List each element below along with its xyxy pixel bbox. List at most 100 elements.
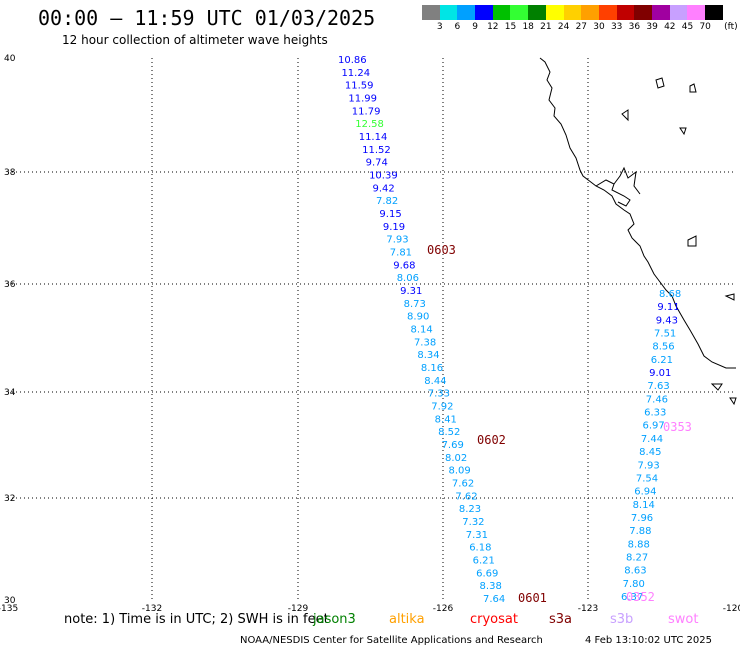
- axis-labels: 40 38 36 34 32 30-135 -132 -129 -126 -123 -120: [0, 54, 740, 614]
- colorbar-swatch: [687, 5, 705, 20]
- mission-s3a: s3a: [549, 612, 573, 627]
- swh-value: 7.44: [641, 434, 663, 445]
- swh-value: 7.32: [462, 517, 484, 528]
- swh-value: 10.86: [338, 55, 367, 66]
- colorbar-swatch: [705, 5, 723, 20]
- swh-value: 7.81: [390, 248, 412, 259]
- swh-value: 7.62: [452, 479, 474, 490]
- swh-value: 9.68: [393, 260, 415, 271]
- swh-value: 8.14: [633, 500, 655, 511]
- lon-label: -132: [142, 604, 162, 614]
- colorbar-swatch: [422, 5, 440, 20]
- lat-label: 36: [4, 280, 16, 290]
- swh-value: 8.02: [445, 453, 467, 464]
- swh-value: 7.46: [646, 394, 668, 405]
- colorbar-swatch: [669, 5, 688, 20]
- colorbar-tick-label: 12: [487, 22, 499, 32]
- swh-value: 6.21: [651, 355, 673, 366]
- swh-value: 11.79: [352, 106, 381, 117]
- colorbar-swatch: [581, 5, 599, 20]
- swh-value: 8.16: [421, 363, 443, 374]
- swh-value: 7.93: [386, 235, 408, 246]
- swh-value: 9.42: [373, 183, 395, 194]
- swh-value: 11.24: [341, 68, 370, 79]
- swh-value: 7.80: [623, 579, 645, 590]
- swh-value: 7.38: [414, 337, 436, 348]
- colorbar-swatch: [651, 5, 670, 20]
- swh-value: 8.27: [626, 552, 648, 563]
- time-tags: 0603 0602 0601 0353 0352: [427, 243, 692, 605]
- swh-value: 10.39: [369, 171, 398, 182]
- lat-label: 34: [4, 388, 16, 398]
- swh-value: 8.52: [438, 427, 460, 438]
- swh-value: 8.63: [624, 566, 646, 577]
- colorbar-tick-label: 21: [540, 22, 552, 32]
- sf-bay: [595, 179, 631, 207]
- swh-value: 8.73: [404, 299, 426, 310]
- credit-line: NOAA/NESDIS Center for Satellite Applica…: [240, 635, 543, 646]
- swh-value: 8.41: [435, 414, 457, 425]
- mission-swot: swot: [668, 612, 699, 627]
- colorbar-tick-label: 15: [504, 22, 517, 32]
- colorbar-swatch: [492, 5, 511, 20]
- lat-label: 38: [4, 168, 16, 178]
- swh-value: 7.64: [483, 594, 505, 605]
- colorbar-tick-label: 39: [646, 22, 658, 32]
- swh-value: 8.56: [652, 342, 674, 353]
- swh-value: 7.88: [629, 526, 651, 537]
- swh-value: 7.31: [466, 530, 488, 541]
- coastline: [539, 57, 737, 406]
- lake-6: [724, 293, 735, 301]
- swh-value: 12.58: [355, 119, 384, 130]
- swh-value: 6.33: [644, 408, 666, 419]
- colorbar-swatch: [616, 5, 635, 20]
- lat-lon-grid: [8, 58, 733, 600]
- swh-value: 8.45: [639, 447, 661, 458]
- colorbar-tick-label: 24: [557, 22, 570, 32]
- lake-2: [689, 83, 697, 93]
- swh-value: 8.34: [417, 350, 439, 361]
- colorbar-swatch: [457, 5, 476, 20]
- pass-time-tag: 0601: [518, 591, 547, 605]
- mission-jason3: jason3: [313, 612, 356, 627]
- lat-label: 40: [4, 54, 16, 64]
- colorbar-swatch: [634, 5, 652, 20]
- swh-value: 11.14: [359, 132, 388, 143]
- colorbar-swatch: [439, 5, 458, 20]
- lon-label: -120: [723, 604, 740, 614]
- swh-value: 7.51: [654, 329, 676, 340]
- swh-value: 8.38: [480, 581, 502, 592]
- swh-value: 11.52: [362, 145, 391, 156]
- colorbar-swatch: [598, 5, 617, 20]
- swh-value: 8.90: [407, 312, 429, 323]
- colorbar-swatch: [528, 5, 546, 20]
- lake-5: [687, 235, 697, 247]
- swh-value: 11.59: [345, 81, 374, 92]
- swh-value: 9.74: [366, 158, 388, 169]
- swh-value: 7.92: [431, 402, 453, 413]
- swh-value: 6.21: [473, 556, 495, 567]
- swh-value: 8.44: [424, 376, 446, 387]
- swh-value: 9.43: [656, 315, 678, 326]
- california-coastline: [539, 57, 736, 369]
- mission-altika: altika: [389, 612, 425, 627]
- colorbar-tick-label: 27: [575, 22, 588, 32]
- swh-value: 7.33: [428, 389, 450, 400]
- footer-note: note: 1) Time is in UTC; 2) SWH is in fe…: [64, 612, 329, 627]
- colorbar-tick-label: 33: [610, 22, 623, 32]
- lake-7: [710, 383, 723, 391]
- lake-8: [729, 397, 737, 406]
- swh-value: 9.15: [379, 209, 401, 220]
- lon-label: -135: [0, 604, 18, 614]
- lon-label: -129: [288, 604, 309, 614]
- swh-value: 7.54: [636, 473, 658, 484]
- colorbar-swatch: [545, 5, 564, 20]
- pass-time-tag: 0602: [477, 433, 506, 447]
- swh-value: 7.96: [631, 513, 653, 524]
- mission-cryosat: cryosat: [470, 612, 518, 627]
- mission-s3b: s3b: [610, 612, 634, 627]
- swh-value: 6.69: [476, 568, 498, 579]
- colorbar-tick-label: 30: [593, 22, 605, 32]
